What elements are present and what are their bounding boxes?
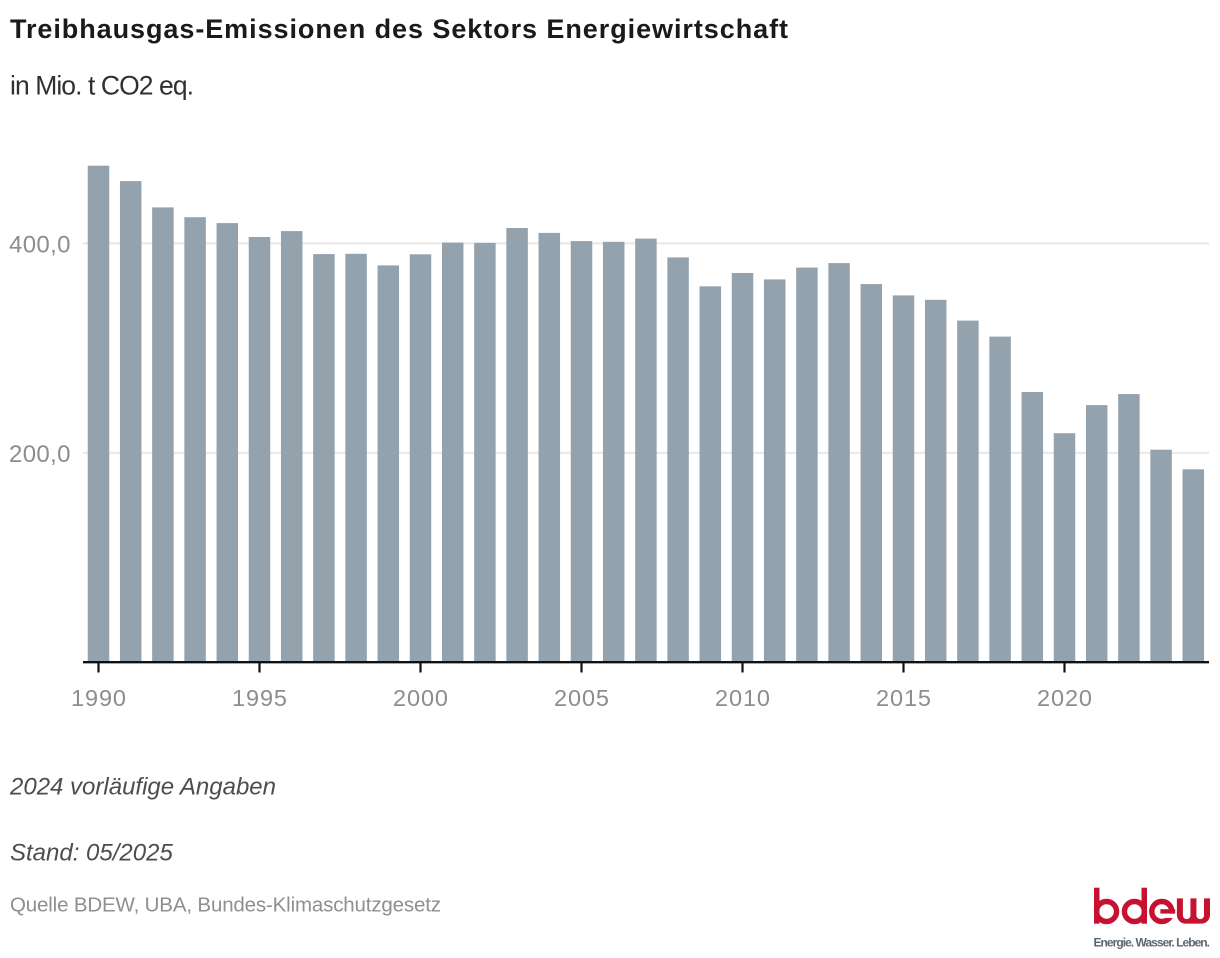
svg-text:400,0: 400,0 [9,231,71,258]
svg-text:2000: 2000 [393,685,448,711]
svg-text:1990: 1990 [71,685,126,711]
svg-text:Energie. Wasser. Leben.: Energie. Wasser. Leben. [1094,936,1211,950]
svg-text:1995: 1995 [232,685,287,711]
svg-text:Stand: 05/2025: Stand: 05/2025 [10,840,173,867]
svg-text:2005: 2005 [554,685,609,711]
svg-text:2020: 2020 [1037,685,1092,711]
svg-text:Quelle BDEW, UBA, Bundes-Klima: Quelle BDEW, UBA, Bundes-Klimaschutzgese… [10,894,441,917]
svg-text:in Mio. t CO2 eq.: in Mio. t CO2 eq. [10,70,194,100]
svg-text:Treibhausgas-Emissionen des Se: Treibhausgas-Emissionen des Sektors Ener… [10,14,788,44]
svg-text:2024 vorläufige Angaben: 2024 vorläufige Angaben [9,774,276,801]
svg-text:2010: 2010 [715,685,770,711]
svg-text:2015: 2015 [876,685,931,711]
svg-text:200,0: 200,0 [9,441,71,468]
